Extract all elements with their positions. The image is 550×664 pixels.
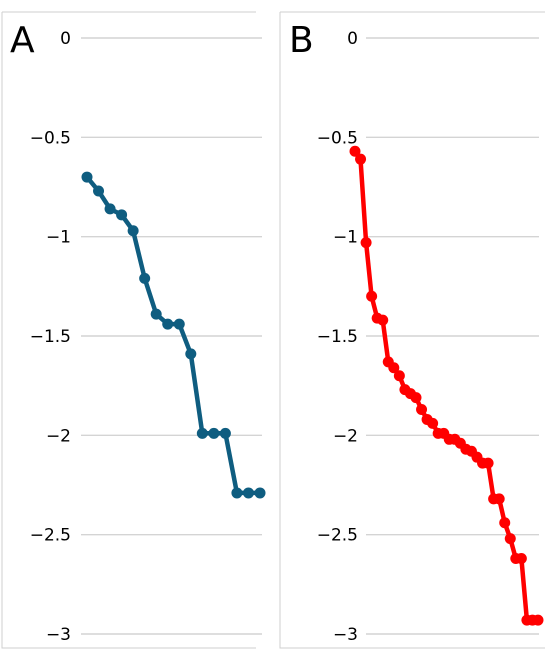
series-line-b (352, 148, 541, 623)
panel-a: A 0 −0.5 −1 −1.5 −2 −2.5 −3 (1, 11, 266, 649)
data-point-a-7 (162, 318, 174, 330)
y-tick-label-a-4: −2 (46, 426, 71, 446)
data-point-a-8 (173, 318, 185, 330)
data-point-a-2 (104, 203, 116, 215)
chart-b-svg: B 0 −0.5 −1 −1.5 −2 −2.5 −3 (279, 11, 545, 649)
data-point-a-4 (127, 225, 139, 237)
data-point-a-13 (231, 487, 243, 499)
y-tick-label-a-3: −1.5 (30, 327, 71, 347)
y-tick-label-b-5: −2.5 (317, 526, 358, 546)
data-point-b-27 (499, 517, 511, 529)
data-point-b-7 (388, 362, 400, 374)
data-point-b-24 (482, 457, 494, 469)
data-point-b-3 (366, 290, 378, 302)
panel-b-frame (279, 11, 545, 649)
data-point-b-14 (427, 417, 439, 429)
panel-b-letter: B (289, 20, 314, 61)
data-point-a-12 (219, 427, 231, 439)
y-tick-label-b-0: 0 (347, 29, 358, 49)
data-point-a-0 (81, 171, 93, 183)
y-tick-label-a-5: −2.5 (30, 526, 71, 546)
data-point-b-0 (349, 145, 361, 157)
data-point-b-11 (410, 392, 422, 404)
y-tick-label-b-4: −2 (333, 426, 358, 446)
data-point-b-1 (355, 153, 367, 165)
data-point-a-14 (242, 487, 254, 499)
chart-a-svg: A 0 −0.5 −1 −1.5 −2 −2.5 −3 (1, 11, 266, 649)
data-point-b-12 (416, 404, 428, 416)
data-point-a-3 (116, 209, 128, 221)
y-tick-label-b-3: −1.5 (317, 327, 358, 347)
series-line-a (84, 174, 263, 496)
y-tick-label-a-6: −3 (46, 625, 71, 645)
panel-a-frame (1, 11, 256, 649)
data-point-b-5 (377, 314, 389, 326)
data-point-b-2 (360, 237, 372, 249)
y-tick-label-a-2: −1 (46, 228, 71, 248)
data-point-b-30 (515, 553, 527, 565)
panel-a-letter: A (10, 20, 35, 61)
data-point-b-28 (504, 533, 516, 545)
y-tick-label-b-1: −0.5 (317, 128, 358, 148)
y-tick-label-b-2: −1 (333, 228, 358, 248)
data-point-a-9 (185, 348, 197, 360)
data-point-a-1 (93, 185, 105, 197)
y-tick-label-a-0: 0 (60, 29, 71, 49)
data-point-a-6 (150, 308, 162, 320)
panel-b: B 0 −0.5 −1 −1.5 −2 −2.5 −3 (275, 0, 550, 664)
y-tick-label-b-6: −3 (333, 625, 358, 645)
data-point-a-5 (139, 272, 151, 284)
data-point-a-10 (196, 427, 208, 439)
data-point-b-33 (532, 614, 544, 626)
data-point-b-8 (393, 370, 405, 382)
data-point-a-11 (208, 427, 220, 439)
data-point-a-15 (254, 487, 266, 499)
y-tick-label-a-1: −0.5 (30, 128, 71, 148)
data-point-b-26 (493, 493, 505, 505)
